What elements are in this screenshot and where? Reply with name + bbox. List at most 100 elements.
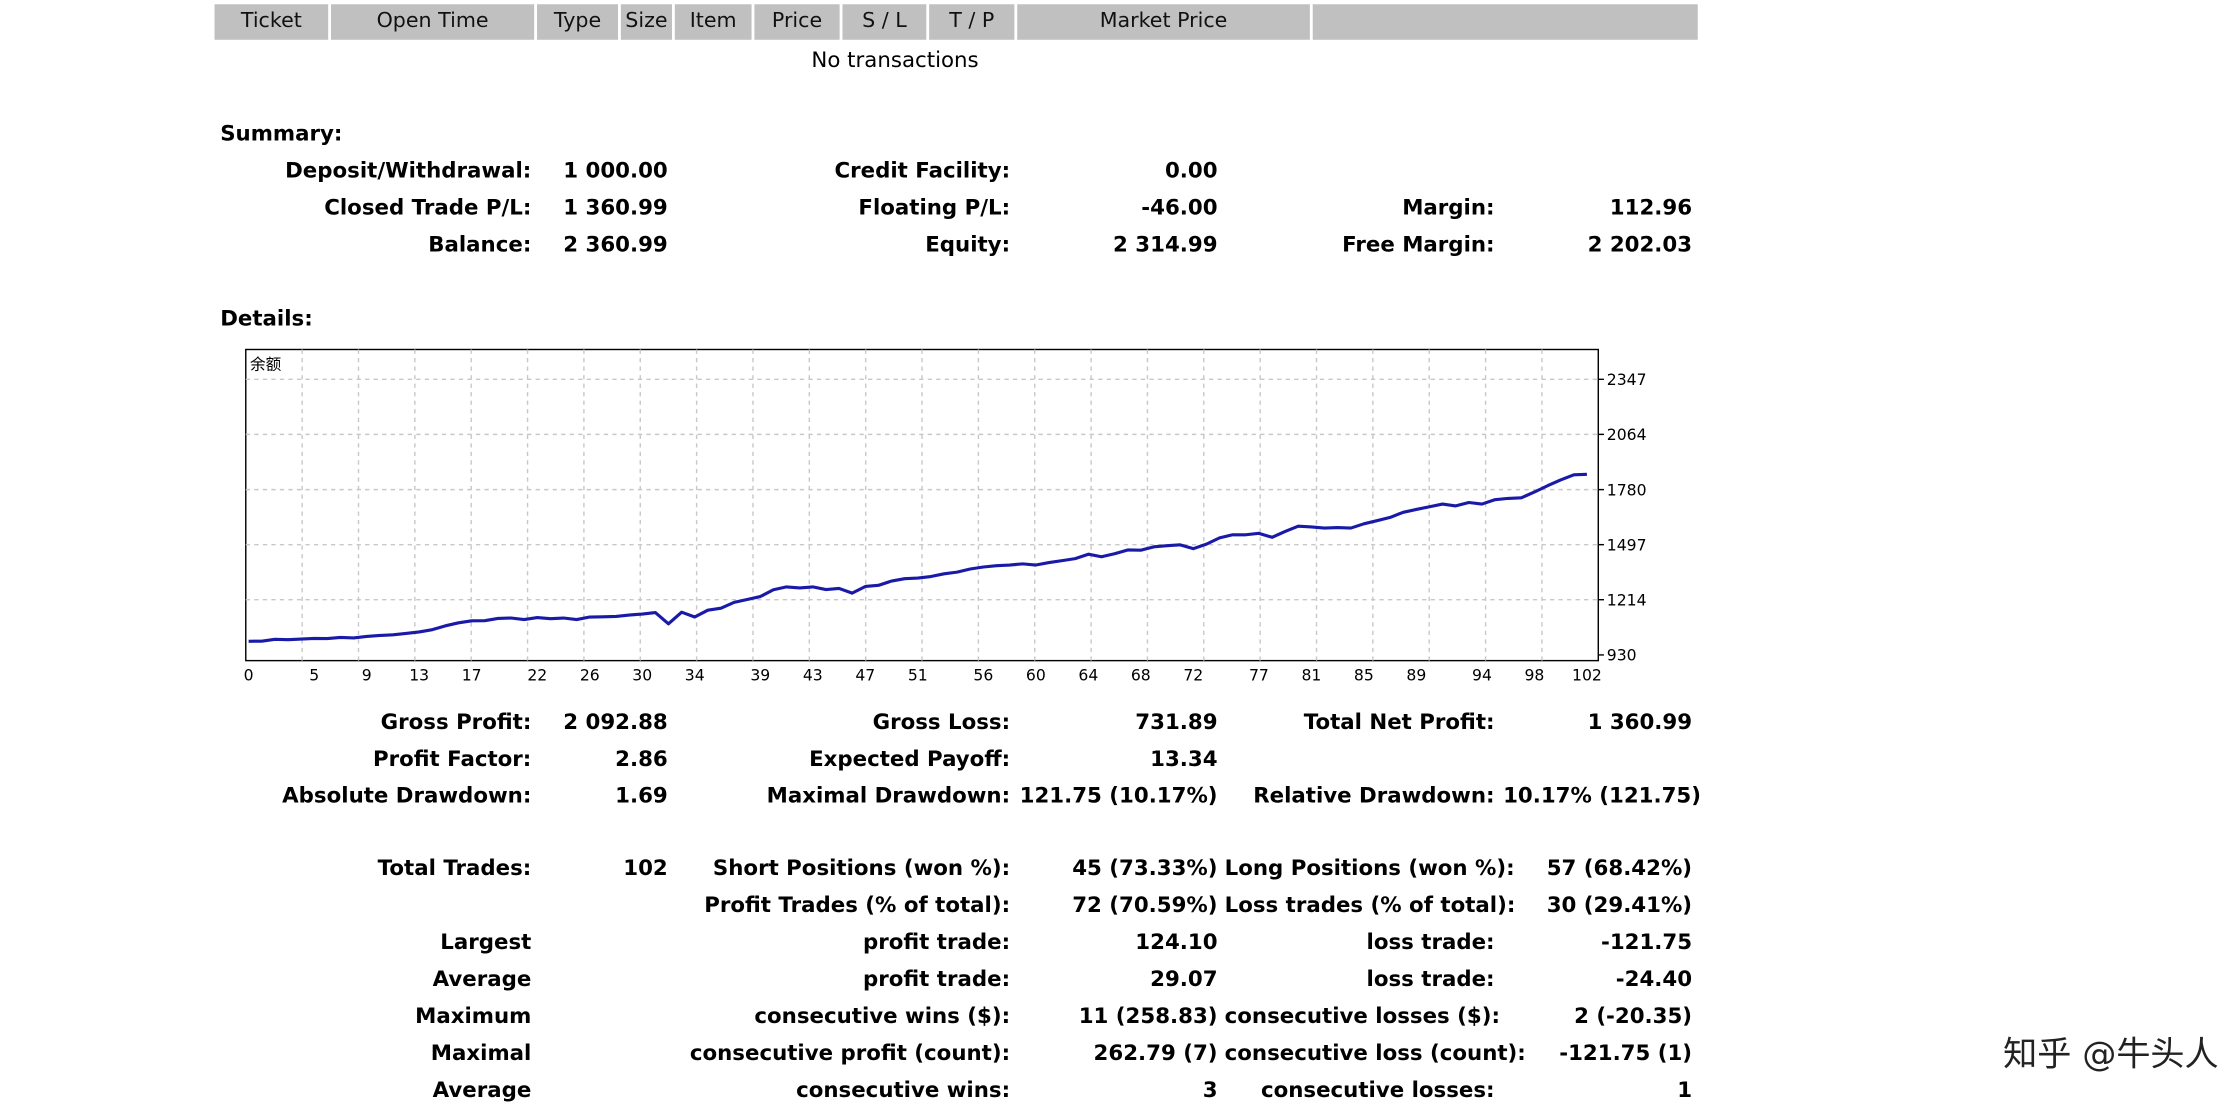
stat-label: Profit Factor: <box>372 745 532 772</box>
x-tick-label: 26 <box>580 667 600 685</box>
stat-value: 72 (70.59%) <box>1072 892 1218 918</box>
stat-value: 13.34 <box>1150 745 1218 772</box>
x-tick-label: 17 <box>462 667 482 685</box>
stat-value: 262.79 (7) <box>1093 1039 1218 1066</box>
y-tick-label: 2347 <box>1607 371 1647 389</box>
stat-value: 10.17% (121.75) <box>1503 782 1701 809</box>
stat-label: Total Trades: <box>377 855 532 881</box>
x-tick-label: 72 <box>1183 667 1203 685</box>
equity-label: Equity: <box>925 231 1011 258</box>
stat-label: Largest <box>440 929 532 955</box>
closed-trade-pl-label: Closed Trade P/L: <box>324 194 532 221</box>
balance-chart: 930 1214 1497 1780 2064 2347 0 5 9 13 17 22 26 30 34 39… <box>244 348 1647 685</box>
stat-label: consecutive losses: <box>1260 1076 1495 1103</box>
stat-value: 1.69 <box>615 782 668 809</box>
deposit-withdrawal-label: Deposit/Withdrawal: <box>285 157 532 184</box>
x-tick-label: 0 <box>244 667 254 685</box>
x-tick-label: 13 <box>409 667 429 685</box>
floating-pl-label: Floating P/L: <box>858 194 1011 221</box>
y-tick-label: 1214 <box>1607 591 1647 609</box>
stat-label: Total Net Profit: <box>1303 708 1495 735</box>
credit-facility-value: 0.00 <box>1164 157 1218 184</box>
stat-value: -24.40 <box>1615 966 1693 992</box>
stat-value: 11 (258.83) <box>1078 1003 1218 1029</box>
equity-value: 2 314.99 <box>1113 231 1218 258</box>
stat-value: 29.07 <box>1150 966 1218 992</box>
x-tick-label: 39 <box>750 667 770 685</box>
y-tick-label: 2064 <box>1607 426 1647 444</box>
header-stop-loss: S / L <box>842 4 927 40</box>
balance-series-line <box>248 472 1587 643</box>
balance-value: 2 360.99 <box>563 231 668 258</box>
y-tick-label: 1780 <box>1607 481 1647 499</box>
summary-title: Summary: <box>220 120 343 147</box>
stat-value: 57 (68.42%) <box>1546 855 1693 881</box>
stat-label: consecutive profit (count): <box>689 1039 1011 1066</box>
stat-value: 1 <box>1677 1076 1693 1103</box>
stat-label: consecutive wins: <box>796 1076 1011 1103</box>
stat-label: Short Positions (won %): <box>712 855 1011 881</box>
stat-label: Relative Drawdown: <box>1253 782 1495 809</box>
stat-value: 2 092.88 <box>563 708 668 735</box>
x-tick-label: 102 <box>1572 667 1602 685</box>
stat-value: -121.75 (1) <box>1559 1039 1693 1066</box>
chart-legend-label: 余额 <box>250 354 282 373</box>
stat-value: 2 (-20.35) <box>1574 1003 1693 1029</box>
stat-label: Long Positions (won %): <box>1224 855 1515 881</box>
header-price: Price <box>754 4 840 40</box>
header-item: Item <box>674 4 752 40</box>
details-title: Details: <box>220 305 313 332</box>
stat-value: 102 <box>623 855 668 881</box>
header-ticket: Ticket <box>214 4 329 40</box>
x-tick-label: 43 <box>803 667 823 685</box>
stat-label: Maximal Drawdown: <box>766 782 1011 809</box>
x-tick-label: 77 <box>1249 667 1269 685</box>
stat-label: Gross Profit: <box>380 708 532 735</box>
stat-label: Average <box>432 966 532 992</box>
stat-label: Profit Trades (% of total): <box>704 892 1011 918</box>
x-tick-label: 81 <box>1301 667 1321 685</box>
margin-value: 112.96 <box>1609 194 1693 221</box>
stat-label: loss trade: <box>1366 966 1495 992</box>
header-size: Size <box>620 4 672 40</box>
stat-label: consecutive losses ($): <box>1224 1003 1500 1029</box>
stat-value: 121.75 (10.17%) <box>1019 782 1218 809</box>
x-tick-label: 30 <box>632 667 652 685</box>
header-market-price: Market Price <box>1017 4 1310 40</box>
closed-trade-pl-value: 1 360.99 <box>563 194 668 221</box>
stat-value: 731.89 <box>1135 708 1218 735</box>
stat-label: Gross Loss: <box>872 708 1011 735</box>
x-tick-label: 9 <box>362 667 372 685</box>
floating-pl-value: -46.00 <box>1141 194 1218 221</box>
stat-label: consecutive loss (count): <box>1224 1039 1526 1066</box>
empty-table-message: No transactions <box>811 46 979 73</box>
y-tick-label: 1497 <box>1607 536 1647 554</box>
margin-label: Margin: <box>1402 194 1495 221</box>
x-tick-label: 34 <box>685 667 705 685</box>
stat-value: -121.75 <box>1600 929 1693 955</box>
deposit-withdrawal-value: 1 000.00 <box>563 157 668 184</box>
stat-value: 3 <box>1202 1076 1218 1103</box>
free-margin-label: Free Margin: <box>1342 231 1495 258</box>
x-tick-label: 5 <box>309 667 319 685</box>
credit-facility-label: Credit Facility: <box>834 157 1011 184</box>
stat-value: 1 360.99 <box>1587 708 1693 735</box>
header-open-time: Open Time <box>331 4 535 40</box>
stat-value: 2.86 <box>615 745 668 772</box>
stat-label: profit trade: <box>862 929 1011 955</box>
x-tick-label: 85 <box>1354 667 1374 685</box>
stat-label: loss trade: <box>1366 929 1495 955</box>
x-tick-label: 56 <box>973 667 993 685</box>
x-tick-label: 89 <box>1406 667 1426 685</box>
stat-label: Absolute Drawdown: <box>282 782 532 809</box>
stat-label: Average <box>432 1076 532 1103</box>
stat-value: 45 (73.33%) <box>1072 855 1218 881</box>
stat-value: 124.10 <box>1135 929 1218 955</box>
header-take-profit: T / P <box>929 4 1015 40</box>
balance-label: Balance: <box>428 231 532 258</box>
x-tick-label: 22 <box>527 667 547 685</box>
x-tick-label: 64 <box>1078 667 1098 685</box>
x-tick-label: 68 <box>1131 667 1151 685</box>
x-tick-label: 51 <box>908 667 928 685</box>
x-tick-label: 98 <box>1525 667 1545 685</box>
